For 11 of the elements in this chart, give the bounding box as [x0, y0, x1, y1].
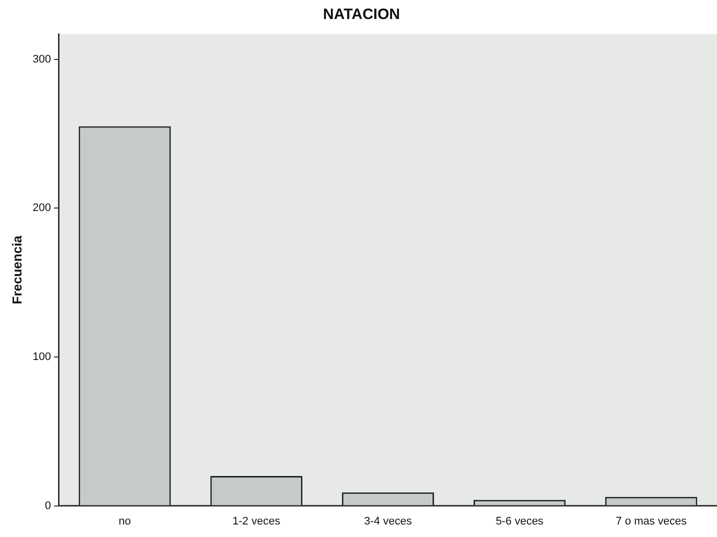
y-tick-label: 200: [32, 202, 51, 214]
x-tick-label: 1-2 veces: [232, 515, 281, 528]
x-tick-label: no: [118, 515, 131, 528]
y-tick-label: 0: [44, 500, 51, 512]
x-tick-label: 5-6 veces: [496, 515, 544, 528]
x-tick-label: 7 o mas veces: [616, 515, 688, 528]
y-tick-label: 100: [32, 351, 51, 363]
x-tick-label: 3-4 veces: [364, 515, 412, 528]
y-tick-label: 300: [32, 53, 51, 66]
y-axis-title: Frecuencia: [9, 234, 24, 304]
chart-title: NATACION: [323, 6, 400, 24]
